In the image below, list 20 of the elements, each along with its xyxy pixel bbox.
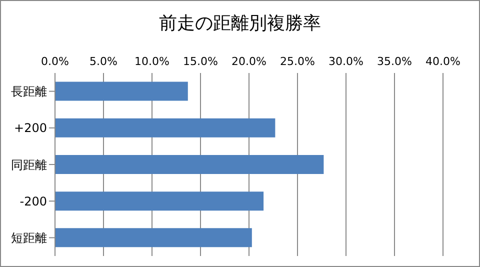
x-tick-label: 30.0% [328, 55, 364, 68]
bar [55, 118, 276, 138]
x-tick-label: 35.0% [377, 55, 412, 68]
bar [55, 154, 324, 174]
x-tick-label: 10.0% [134, 55, 170, 68]
x-tick-label: 5.0% [90, 55, 118, 68]
y-tick-label: -200 [20, 194, 47, 208]
chart-title: 前走の距離別複勝率 [158, 12, 322, 35]
bar [55, 82, 188, 101]
y-tick-label: 長距離 [11, 84, 47, 99]
bar [55, 228, 252, 248]
y-tick-label: 同距離 [11, 158, 47, 172]
x-tick-label: 20.0% [232, 55, 266, 68]
x-tick-label: 40.0% [426, 55, 460, 68]
x-tick-label: 15.0% [183, 55, 218, 68]
x-tick-label: 25.0% [280, 55, 315, 68]
y-tick-label: 短距離 [11, 230, 47, 245]
x-tick-label: 0.0% [41, 55, 69, 68]
y-tick-label: +200 [14, 121, 47, 136]
bar [55, 192, 264, 211]
